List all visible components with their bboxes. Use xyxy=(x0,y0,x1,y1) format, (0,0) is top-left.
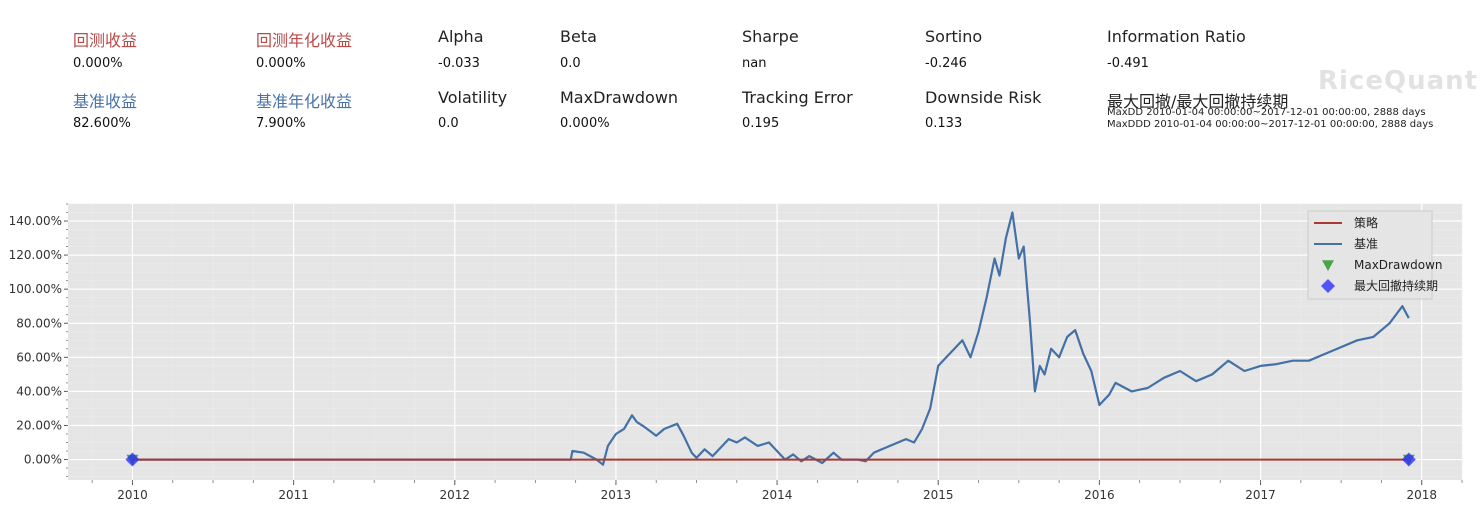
metric-label-downside-risk: Downside Risk xyxy=(925,88,1042,107)
maxddd-marker xyxy=(1401,452,1416,467)
x-tick-label: 2013 xyxy=(601,488,632,502)
metric-value-sharpe: nan xyxy=(742,56,767,71)
x-tick-label: 2017 xyxy=(1245,488,1276,502)
legend-maxddd-label: 最大回撤持续期 xyxy=(1354,278,1438,293)
y-tick-label: 20.00% xyxy=(16,418,62,432)
y-tick-label: 60.00% xyxy=(16,350,62,364)
y-tick-label: 0.00% xyxy=(24,453,62,467)
legend-benchmark-label: 基准 xyxy=(1354,237,1378,251)
benchmark-line xyxy=(132,211,1410,466)
y-tick-label: 140.00% xyxy=(9,214,62,228)
y-tick-label: 120.00% xyxy=(9,248,62,262)
metric-value-downside-risk: 0.133 xyxy=(925,116,963,131)
metric-label-beta: Beta xyxy=(560,27,597,46)
plot-area xyxy=(68,204,1462,480)
metric-value-sortino: -0.246 xyxy=(925,56,967,71)
metric-label-alpha: Alpha xyxy=(438,27,484,46)
x-tick-label: 2011 xyxy=(278,488,309,502)
metric-label-benchmark-return: 基准收益 xyxy=(73,92,138,111)
metric-label-benchmark-annual-return: 基准年化收益 xyxy=(256,92,353,111)
metric-value-alpha: -0.033 xyxy=(438,56,480,71)
metric-value-beta: 0.0 xyxy=(560,56,581,71)
y-tick-label: 40.00% xyxy=(16,384,62,398)
metric-label-information-ratio: Information Ratio xyxy=(1107,27,1246,46)
ricequant-logo: RiceQuant xyxy=(1318,66,1479,96)
metric-label-sharpe: Sharpe xyxy=(742,27,799,46)
metric-label-maxdd-duration: 最大回撤/最大回撤持续期 xyxy=(1107,92,1289,111)
metric-value-benchmark-return: 82.600% xyxy=(73,116,131,131)
metric-value-information-ratio: -0.491 xyxy=(1107,56,1149,71)
x-axis: 2010 2011 2012 2013 2014 2015 2016 2017 2018 xyxy=(91,480,1463,502)
maxddd-detail: MaxDDD 2010-01-04 00:00:00~2017-12-01 00… xyxy=(1107,119,1434,130)
y-axis: 0.00% 20.00% 40.00% 60.00% 80.00% 100.00% 120.… xyxy=(9,203,68,477)
x-tick-label: 2012 xyxy=(440,488,471,502)
x-tick-label: 2018 xyxy=(1406,488,1437,502)
metric-label-volatility: Volatility xyxy=(438,88,508,107)
metric-value-tracking-error: 0.195 xyxy=(742,116,780,131)
y-tick-label: 100.00% xyxy=(9,282,62,296)
legend-maxddd-swatch xyxy=(1321,279,1335,293)
legend-maxdrawdown-label: MaxDrawdown xyxy=(1354,258,1443,272)
y-tick-label: 80.00% xyxy=(16,316,62,330)
x-tick-label: 2016 xyxy=(1084,488,1115,502)
metric-label-backtest-return: 回测收益 xyxy=(73,31,138,50)
x-tick-label: 2015 xyxy=(923,488,954,502)
x-tick-label: 2014 xyxy=(762,488,793,502)
metric-value-benchmark-annual-return: 7.900% xyxy=(256,116,306,131)
maxddd-marker xyxy=(125,452,140,467)
metric-value-backtest-annual-return: 0.000% xyxy=(256,56,306,71)
grid-lines xyxy=(68,203,1463,480)
metric-label-maxdrawdown: MaxDrawdown xyxy=(560,88,679,107)
series-layer xyxy=(132,211,1410,466)
markers-layer xyxy=(125,452,1416,467)
metric-label-sortino: Sortino xyxy=(925,27,983,46)
x-tick-label: 2010 xyxy=(117,488,148,502)
maxdd-detail: MaxDD 2010-01-04 00:00:00~2017-12-01 00:… xyxy=(1107,107,1426,118)
metric-label-tracking-error: Tracking Error xyxy=(742,88,853,107)
metric-value-backtest-return: 0.000% xyxy=(73,56,123,71)
legend-maxdrawdown-swatch xyxy=(1322,260,1334,271)
metric-value-volatility: 0.0 xyxy=(438,116,459,131)
legend-strategy-label: 策略 xyxy=(1354,215,1378,230)
metric-label-backtest-annual-return: 回测年化收益 xyxy=(256,31,353,50)
metric-value-maxdrawdown: 0.000% xyxy=(560,116,610,131)
